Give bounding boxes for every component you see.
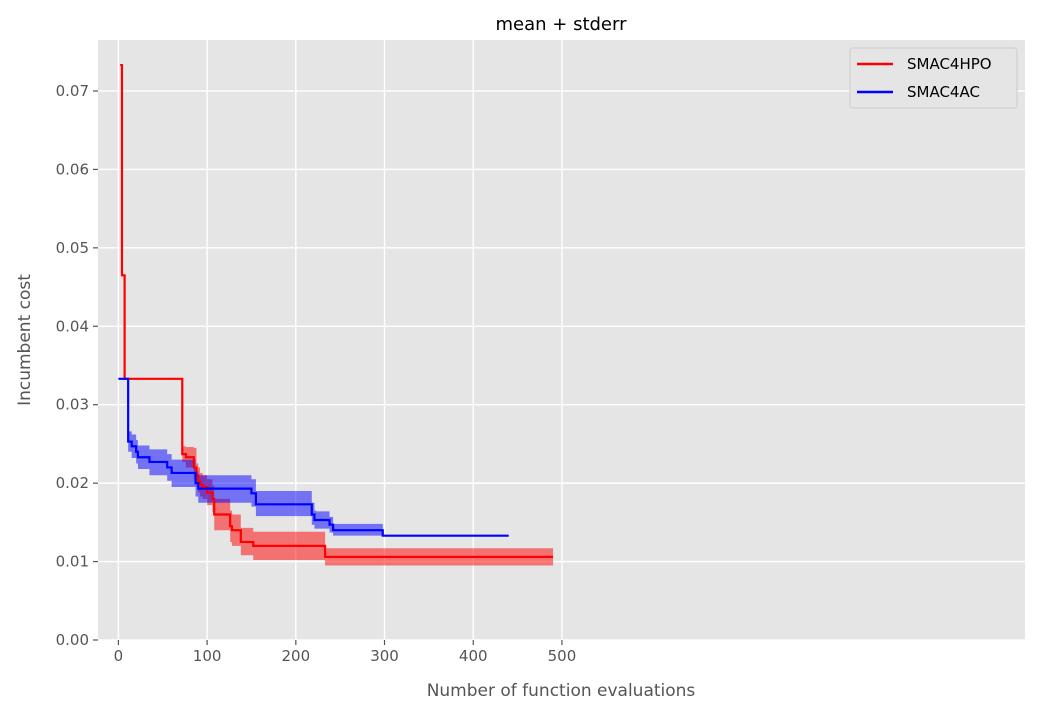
x-tick-label: 300 [370,647,399,665]
y-tick-label: 0.06 [56,160,89,178]
y-tick-label: 0.03 [56,396,89,414]
y-tick-label: 0.07 [56,82,89,100]
series-line-smac4ac [118,377,509,537]
series-line-smac4hpo [120,63,554,558]
legend-label-smac4ac: SMAC4AC [907,83,980,101]
y-tick-label: 0.04 [56,317,89,335]
legend: SMAC4HPO SMAC4AC [849,47,1018,109]
series-lines [118,63,554,558]
x-tick-label: 500 [548,647,577,665]
y-tick-label: 0.02 [56,474,89,492]
x-tick-label: 200 [281,647,310,665]
axis-ticks: 0 100 200 300 400 500 0.00 0.01 0.02 0.03 0.04 0.05… [56,82,577,665]
stderr-band-smac4ac [118,378,509,536]
x-tick-label: 100 [193,647,222,665]
legend-label-smac4hpo: SMAC4HPO [907,55,992,73]
stderr-bands [118,65,554,566]
y-tick-label: 0.01 [56,553,89,571]
y-axis-label: Incumbent cost [15,274,35,406]
x-tick-label: 400 [459,647,488,665]
y-tick-label: 0.05 [56,239,89,257]
x-axis-label: Number of function evaluations [427,681,696,701]
x-tick-label: 0 [114,647,124,665]
chart-title: mean + stderr [496,14,628,35]
y-tick-label: 0.00 [56,631,89,649]
